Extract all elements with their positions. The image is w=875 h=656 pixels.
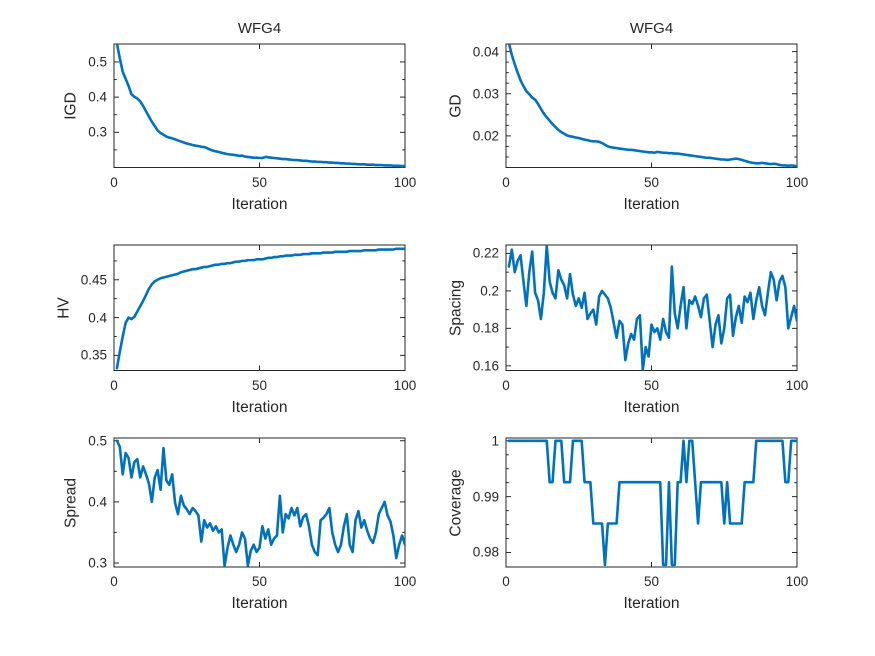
x-tick-label-coverage: 0 [502, 574, 510, 589]
y-tick-label-igd: 0.4 [88, 89, 107, 105]
y-tick-label-spacing: 0.2 [480, 283, 499, 299]
y-tick-label-hv: 0.4 [88, 309, 107, 325]
y-tick-label-gd: 0.03 [472, 85, 499, 101]
x-tick-label-hv: 50 [251, 377, 268, 393]
x-tick-label-spacing: 0 [502, 377, 510, 393]
x-tick-label-hv: 100 [393, 377, 417, 393]
series-line-igd [115, 44, 405, 168]
x-axis-label-spacing: Iteration [623, 398, 680, 416]
subplot-spacing [505, 244, 798, 371]
axes-box-coverage [505, 437, 798, 568]
y-tick-label-spacing: 0.18 [472, 320, 499, 336]
axes-box-hv [113, 244, 406, 371]
x-tick-label-coverage: 100 [785, 574, 809, 589]
x-tick-label-spacing: 100 [785, 377, 809, 393]
subplot-spread [113, 437, 406, 568]
x-tick-label-hv: 0 [110, 377, 118, 393]
axes-box-igd [113, 43, 406, 168]
plot-title-igd: WFG4 [237, 20, 282, 37]
y-tick-label-gd: 0.04 [472, 43, 499, 59]
y-tick-label-igd: 0.5 [88, 54, 107, 70]
series-line-hv [115, 247, 405, 370]
series-line-spread [115, 439, 405, 567]
y-axis-label-spacing: Spacing [446, 279, 464, 336]
y-axis-label-gd: GD [446, 94, 464, 118]
y-axis-label-coverage: Coverage [446, 468, 464, 537]
y-tick-label-spread: 0.3 [88, 555, 107, 571]
y-tick-label-coverage: 0.99 [472, 488, 499, 504]
x-tick-label-igd: 0 [110, 174, 118, 190]
y-axis-label-igd: IGD [62, 91, 80, 120]
y-tick-label-spacing: 0.22 [472, 245, 499, 261]
y-axis-label-hv: HV [54, 296, 72, 319]
series-line-spacing [507, 245, 797, 371]
y-tick-label-spread: 0.5 [88, 433, 107, 448]
subplot-igd [113, 43, 406, 168]
x-tick-label-spread: 0 [110, 574, 118, 589]
y-tick-label-hv: 0.35 [80, 347, 107, 363]
x-tick-label-igd: 50 [251, 174, 268, 190]
x-tick-label-spread: 50 [251, 574, 268, 589]
y-axis-label-spread: Spread [62, 477, 80, 528]
y-tick-label-coverage: 0.98 [472, 544, 499, 560]
subplot-gd [505, 43, 798, 168]
x-tick-label-igd: 100 [393, 174, 417, 190]
x-axis-label-hv: Iteration [231, 398, 288, 416]
y-tick-label-spacing: 0.16 [472, 358, 499, 374]
x-tick-label-gd: 100 [785, 174, 809, 190]
y-tick-label-hv: 0.45 [80, 272, 107, 288]
series-line-coverage [507, 439, 797, 567]
axes-box-gd [505, 43, 798, 168]
series-line-gd [507, 44, 797, 168]
x-tick-label-gd: 0 [502, 174, 510, 190]
y-tick-label-coverage: 1 [491, 433, 499, 449]
x-axis-label-gd: Iteration [623, 195, 680, 213]
subplot-hv [113, 244, 406, 371]
subplot-coverage [505, 437, 798, 568]
x-axis-label-spread: Iteration [231, 595, 288, 612]
x-tick-label-coverage: 50 [643, 574, 660, 589]
x-axis-label-coverage: Iteration [623, 595, 680, 612]
x-tick-label-gd: 50 [643, 174, 660, 190]
y-tick-label-igd: 0.3 [88, 124, 107, 140]
x-tick-label-spread: 100 [393, 574, 417, 589]
y-tick-label-spread: 0.4 [88, 494, 107, 510]
y-tick-label-gd: 0.02 [472, 128, 499, 144]
plot-title-gd: WFG4 [629, 20, 674, 37]
x-tick-label-spacing: 50 [643, 377, 660, 393]
x-axis-label-igd: Iteration [231, 195, 288, 213]
